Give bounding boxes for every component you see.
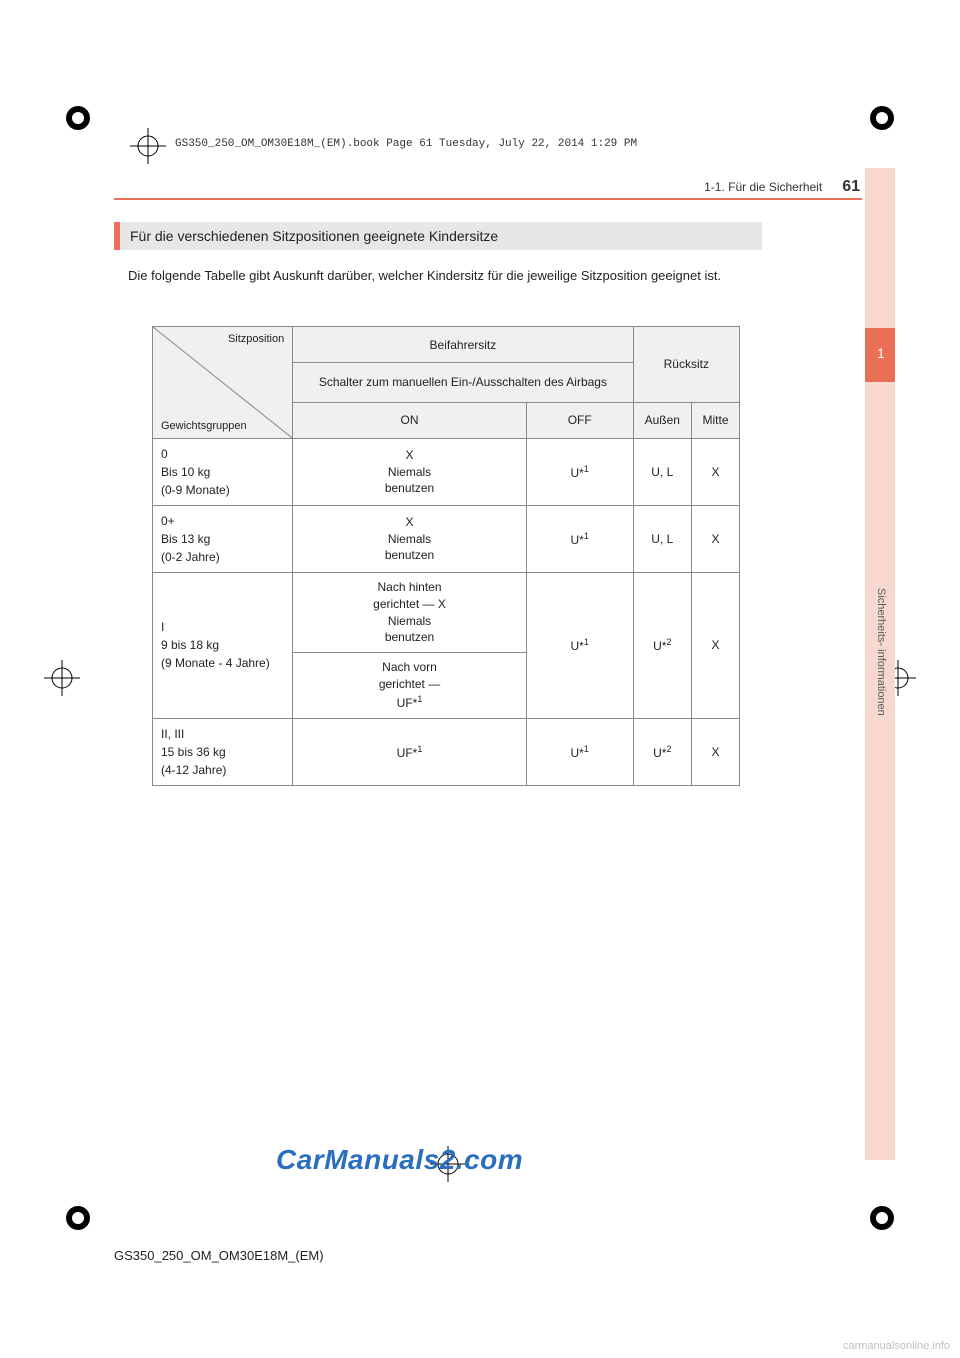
- diag-bottom: Gewichtsgruppen: [161, 420, 247, 432]
- row1-on: X Niemals benutzen: [293, 506, 527, 573]
- br-watermark: carmanualsonline.info: [843, 1340, 950, 1352]
- row2-on-b: Nach vorn gerichtet — UF*1: [293, 653, 527, 718]
- section-title: Für die verschiedenen Sitzpositionen gee…: [130, 228, 498, 244]
- intro-text: Die folgende Tabelle gibt Auskunft darüb…: [128, 264, 760, 289]
- row0-label: 0 Bis 10 kg (0-9 Monate): [153, 439, 293, 506]
- row0-on: X Niemals benutzen: [293, 439, 527, 506]
- row1-off: U*1: [526, 506, 633, 573]
- row0-aussen: U, L: [633, 439, 691, 506]
- th-schalter: Schalter zum manuellen Ein-/Ausschalten …: [293, 363, 633, 403]
- table-diag-header: Sitzposition Gewichtsgruppen: [153, 327, 293, 439]
- side-tab: 1 Sicherheits- informationen: [865, 168, 895, 1160]
- crop-mark-tr: [864, 100, 900, 136]
- row1-label: 0+ Bis 13 kg (0-2 Jahre): [153, 506, 293, 573]
- row3-mitte: X: [691, 718, 739, 785]
- header-meta: GS350_250_OM_OM30E18M_(EM).book Page 61 …: [175, 138, 637, 150]
- row2-off: U*1: [526, 573, 633, 719]
- crop-mark-tl2: [130, 128, 166, 164]
- row2-aussen: U*2: [633, 573, 691, 719]
- crop-mark-tl: [60, 100, 96, 136]
- row1-aussen: U, L: [633, 506, 691, 573]
- child-seat-table: Sitzposition Gewichtsgruppen Beifahrersi…: [152, 326, 740, 786]
- row3-off: U*1: [526, 718, 633, 785]
- table-row: 0+ Bis 13 kg (0-2 Jahre) X Niemals benut…: [153, 506, 740, 573]
- th-on: ON: [293, 402, 527, 438]
- row3-on: UF*1: [293, 718, 527, 785]
- row2-label: I 9 bis 18 kg (9 Monate - 4 Jahre): [153, 573, 293, 719]
- header-line: 1-1. Für die Sicherheit 61: [540, 178, 860, 196]
- table-row: II, III 15 bis 36 kg (4-12 Jahre) UF*1 U…: [153, 718, 740, 785]
- breadcrumb: 1-1. Für die Sicherheit: [704, 180, 822, 194]
- footer-code: GS350_250_OM_OM30E18M_(EM): [114, 1248, 324, 1263]
- row2-on-a: Nach hinten gerichtet — X Niemals benutz…: [293, 573, 527, 653]
- th-aussen: Außen: [633, 402, 691, 438]
- section-title-bar: Für die verschiedenen Sitzpositionen gee…: [114, 222, 762, 250]
- th-ruecksitz: Rücksitz: [633, 327, 739, 403]
- row3-aussen: U*2: [633, 718, 691, 785]
- side-tab-number: 1: [877, 345, 885, 361]
- th-mitte: Mitte: [691, 402, 739, 438]
- row3-label: II, III 15 bis 36 kg (4-12 Jahre): [153, 718, 293, 785]
- table-row: 0 Bis 10 kg (0-9 Monate) X Niemals benut…: [153, 439, 740, 506]
- row2-mitte: X: [691, 573, 739, 719]
- th-beifahrersitz: Beifahrersitz: [293, 327, 633, 363]
- table-row: I 9 bis 18 kg (9 Monate - 4 Jahre) Nach …: [153, 573, 740, 653]
- diag-top: Sitzposition: [228, 333, 284, 345]
- row1-mitte: X: [691, 506, 739, 573]
- page-rule: [114, 198, 862, 200]
- side-tab-label: Sicherheits- informationen: [875, 588, 887, 716]
- watermark: CarManuals2.com: [276, 1144, 523, 1176]
- crop-mark-br: [864, 1200, 900, 1236]
- th-off: OFF: [526, 402, 633, 438]
- row0-mitte: X: [691, 439, 739, 506]
- page-number: 61: [842, 178, 860, 195]
- row0-off: U*1: [526, 439, 633, 506]
- crop-mark-ml: [44, 660, 80, 696]
- crop-mark-bl: [60, 1200, 96, 1236]
